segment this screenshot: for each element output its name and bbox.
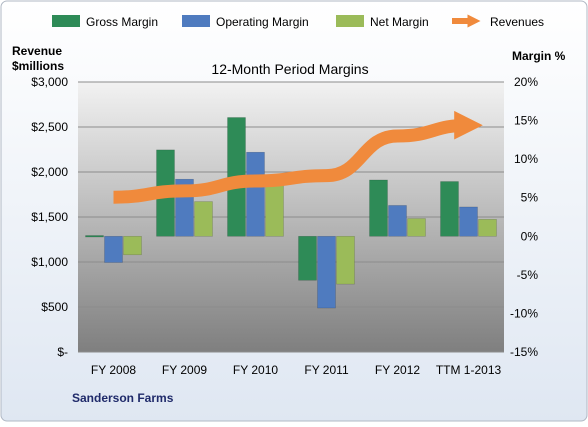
bar-gross-margin [441,182,459,237]
bar-operating-margin [105,236,123,262]
left-tick-label: $500 [41,300,68,314]
right-tick-label: -15% [510,345,538,359]
x-tick-label: FY 2010 [233,363,278,377]
legend-label-gross-margin: Gross Margin [86,15,158,29]
bar-net-margin [266,182,284,237]
right-tick-label: 20% [514,75,538,89]
chart-title: 12-Month Period Margins [211,61,368,77]
legend-swatch-gross-margin [52,15,80,27]
x-tick-label: FY 2009 [162,363,207,377]
bar-net-margin [195,202,213,237]
bar-operating-margin [389,205,407,236]
left-axis-label-line1: Revenue [12,44,62,58]
left-tick-label: $3,000 [31,75,68,89]
legend-label-operating-margin: Operating Margin [216,15,309,29]
right-axis-label: Margin % [512,49,566,63]
legend-swatch-net-margin [336,15,364,27]
bar-gross-margin [86,236,104,238]
legend-label-net-margin: Net Margin [370,15,429,29]
left-axis-label-line2: $millions [12,59,64,73]
right-tick-label: -10% [510,306,538,320]
x-tick-label: FY 2012 [375,363,420,377]
legend-swatch-operating-margin [182,15,210,27]
bar-gross-margin [370,180,388,236]
bar-gross-margin [299,236,317,280]
x-tick-label: TTM 1-2013 [436,363,502,377]
bar-net-margin [479,219,497,236]
bar-operating-margin [460,207,478,236]
right-tick-label: 15% [514,114,538,128]
left-tick-label: $- [57,345,68,359]
left-tick-label: $2,000 [31,165,68,179]
bar-net-margin [337,236,355,284]
x-tick-label: FY 2008 [91,363,136,377]
bar-net-margin [408,219,426,237]
x-tick-label: FY 2011 [304,363,349,377]
right-tick-label: 0% [521,229,539,243]
left-tick-label: $1,000 [31,255,68,269]
company-label: Sanderson Farms [72,391,174,405]
right-tick-label: 10% [514,152,538,166]
right-tick-label: 5% [521,191,539,205]
right-tick-label: -5% [517,268,539,282]
bar-operating-margin [247,152,265,236]
bar-operating-margin [318,236,336,308]
legend-label-revenues: Revenues [490,15,544,29]
left-tick-label: $2,500 [31,120,68,134]
bar-net-margin [124,236,142,255]
left-tick-label: $1,500 [31,210,68,224]
